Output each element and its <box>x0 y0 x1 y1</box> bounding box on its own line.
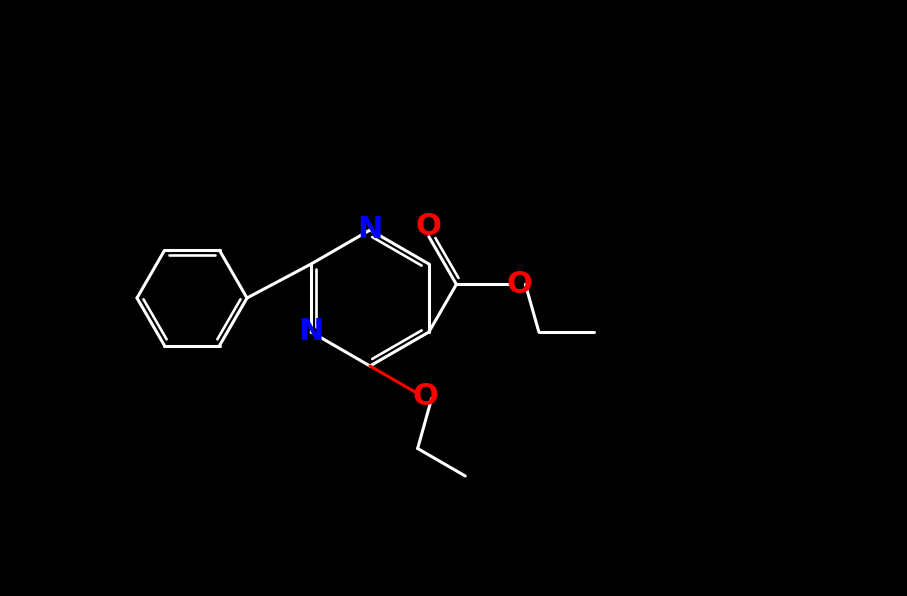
Text: N: N <box>298 318 324 346</box>
Text: O: O <box>416 212 442 241</box>
Text: O: O <box>506 270 532 299</box>
Text: N: N <box>357 216 383 244</box>
Text: O: O <box>413 382 439 411</box>
